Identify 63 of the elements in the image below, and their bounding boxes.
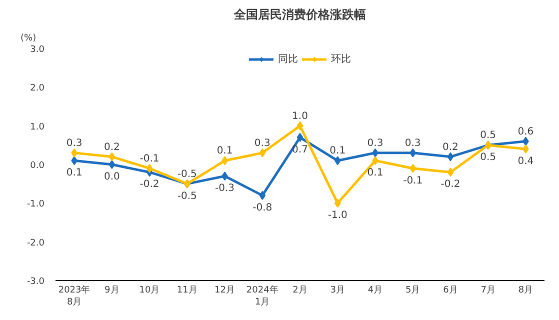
- data-label: -0.1: [403, 175, 423, 186]
- x-tick-label: 12月: [214, 286, 235, 296]
- data-label: 0.2: [442, 142, 458, 153]
- y-tick-label: 3.0: [30, 45, 45, 55]
- point: [410, 164, 416, 173]
- point: [259, 190, 266, 200]
- x-tick-label: 4月: [368, 286, 383, 296]
- data-label: -0.5: [177, 168, 197, 180]
- x-tick-label: 9月: [104, 286, 120, 296]
- data-label: 0.1: [66, 168, 82, 179]
- x-tick-label: 5月: [405, 286, 420, 296]
- data-label: 0.7: [292, 144, 308, 156]
- data-label: 0.5: [480, 130, 496, 142]
- x-tick-label: 2月: [292, 286, 308, 296]
- x-tick-label: 10月: [139, 286, 160, 296]
- data-label: 0.0: [104, 172, 120, 182]
- x-tick-label: 3月: [330, 286, 345, 296]
- point: [108, 160, 116, 169]
- chart-title: 全国居民消费价格涨跌幅: [233, 8, 366, 22]
- x-tick-label: 8月: [518, 286, 534, 296]
- data-label: 0.1: [367, 168, 384, 179]
- y-tick-label: 0.0: [30, 161, 45, 171]
- legend-label: 同比: [278, 52, 298, 66]
- point: [410, 148, 416, 158]
- point: [296, 132, 304, 142]
- y-tick-label: -3.0: [26, 277, 45, 287]
- data-label: -0.2: [140, 179, 160, 190]
- x-tick-label: 11月: [176, 286, 198, 296]
- data-label: -0.2: [440, 179, 460, 190]
- point: [447, 168, 454, 177]
- x-tick-label: 6月: [443, 286, 458, 296]
- point: [334, 198, 341, 208]
- data-label: -0.3: [215, 183, 235, 194]
- y-tick-label: 2.0: [30, 84, 45, 94]
- y-tick-label: 1.0: [30, 122, 45, 132]
- y-tick-label: -2.0: [26, 238, 45, 248]
- data-label: 0.3: [404, 138, 421, 149]
- data-label: -1.0: [328, 210, 348, 222]
- data-label: 1.0: [292, 110, 308, 122]
- data-label: 0.6: [518, 126, 534, 138]
- x-tick-label: 2024年 1月: [246, 284, 278, 308]
- data-label: 0.1: [216, 146, 233, 157]
- legend-label: 环比: [331, 52, 351, 66]
- data-label: 0.3: [66, 138, 82, 149]
- y-axis-title: (%): [20, 34, 36, 44]
- data-label: 0.2: [104, 142, 120, 153]
- data-label: -0.5: [177, 190, 197, 202]
- x-tick-label: 7月: [480, 286, 496, 296]
- point: [447, 152, 454, 162]
- y-tick-label: -1.0: [26, 200, 45, 210]
- data-label: 0.5: [480, 152, 496, 164]
- data-label: -0.8: [252, 202, 272, 214]
- data-label: 0.4: [518, 156, 534, 168]
- point: [108, 152, 116, 162]
- point: [146, 164, 153, 173]
- point: [259, 148, 266, 158]
- point: [296, 121, 304, 130]
- data-label: -0.1: [140, 153, 160, 164]
- x-tick-label: 2023年 8月: [58, 284, 90, 308]
- data-label: 0.3: [254, 138, 270, 149]
- data-label: 0.1: [330, 146, 346, 157]
- point: [334, 156, 341, 166]
- data-label: 0.3: [367, 138, 384, 149]
